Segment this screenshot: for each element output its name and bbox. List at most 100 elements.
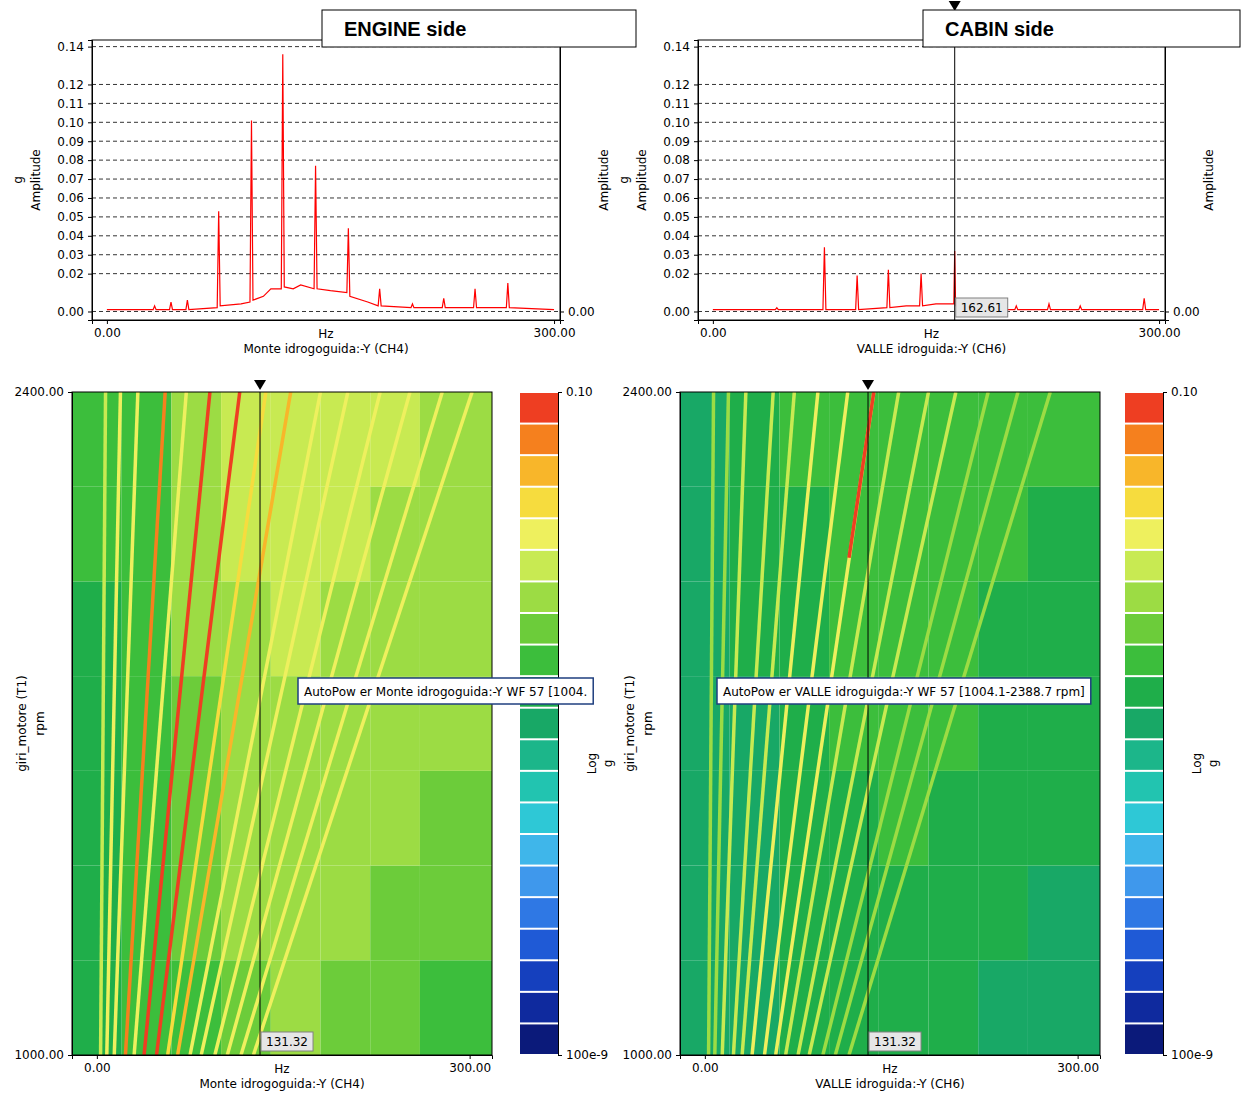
x-unit: Hz [318,327,333,341]
cursor-marker [254,380,266,390]
grid-line [92,235,560,236]
y-axis-tick-label: 0.10 [57,116,84,130]
grid-line [92,141,560,142]
heatmap-cell [929,960,979,1055]
y-axis-tick-label: 0.11 [663,97,690,111]
x-axis-tick-mark [713,320,714,324]
heatmap-cell [680,487,730,582]
x-axis-line [681,1056,1101,1060]
heatmap-cell [72,771,122,866]
annotation-text: AutoPow er VALLE idroguigda:-Y WF 57 [10… [723,685,1085,699]
colorbar-swatch [1125,709,1163,739]
y2-axis-line [1166,41,1170,321]
y-axis-tick-label: 0.08 [663,153,690,167]
cursor-label-box [869,1032,921,1051]
x-axis-tick-label: 300.00 [534,326,576,340]
order-track [752,392,818,1055]
colorbar-swatch [1125,803,1163,833]
colorbar-swatch [1125,614,1163,644]
y2-axis: 0.00 [1165,41,1200,321]
y-axis-tick: 0.06 [57,191,92,205]
x-axis-tick: 0.00 [94,320,121,340]
y-unit: g [11,176,25,184]
order-track [849,392,1050,1055]
colorbar-swatch [520,803,558,833]
y-axis-tick-label: 0.10 [663,116,690,130]
x-axis-tick-mark [1159,320,1160,324]
heatmap-cell [978,960,1028,1055]
grid-line [698,103,1165,104]
y-axis-tick: 0.11 [57,97,92,111]
cursor-line [868,392,869,1055]
order-track [114,392,138,1055]
colorbar-swatch [1125,993,1163,1023]
y-axis-tick-mark [88,84,92,85]
cursor-label: 162.61 [956,298,1008,317]
heatmap-cell [1028,581,1100,676]
order-track [156,392,239,1055]
colorbar-swatch [520,1024,558,1054]
colorbar-swatch [1125,898,1163,928]
y-axis-tick: 0.10 [663,116,698,130]
cursor-value: 131.32 [874,1035,916,1049]
heatmap-cell [730,487,780,582]
x-axis-tick-label: 300.00 [449,1061,491,1075]
y-axis-tick: 0.03 [57,248,92,262]
y-axis-tick-label: 0.08 [57,153,84,167]
heatmap-cell [321,771,371,866]
y-axis-tick: 0.05 [663,210,698,224]
x-axis-tick-label: 300.00 [1057,1061,1099,1075]
colorbar-swatch [520,867,558,897]
x-axis-tick: 300.00 [1057,1055,1099,1075]
y-axis-tick-label: 0.06 [57,191,84,205]
colorbar-axis-line [559,393,563,1056]
colorbar-unit: g [1206,760,1220,768]
colorbar-swatch [520,393,558,423]
colorbar-axis-tick-mark [558,1055,562,1056]
y-axis-tick-label: 0.07 [663,172,690,186]
y-axis-tick-mark [88,236,92,237]
cursor-label-box [261,1032,313,1051]
order-track [144,392,210,1055]
y-axis-tick-mark [694,84,698,85]
x-axis-tick: 300.00 [534,320,576,340]
y-axis-tick: 0.11 [663,97,698,111]
spectrum-line [107,54,554,309]
y-axis-tick-mark [88,103,92,104]
x-axis: 0.00 300.00 [93,320,576,340]
y-axis-tick-label: 0.12 [663,78,690,92]
y-axis-tick-label: 0.05 [57,210,84,224]
order-track [227,392,410,1055]
order-track [101,392,106,1055]
y-axis-tick: 1000.00 [622,1048,680,1062]
colorbar-axis-tick-mark [558,392,562,393]
order-track [709,392,714,1055]
y-axis-tick: 0.00 [57,305,92,319]
order-track [835,392,1018,1055]
x-axis-title: Monte idrogoguida:-Y (CH4) [243,342,408,356]
colorbar-swatch [1125,930,1163,960]
order-track [823,392,988,1055]
order-track [241,392,442,1055]
grid-line [698,254,1165,255]
y-axis-tick: 0.00 [663,305,698,319]
y-axis-tick-label: 1000.00 [622,1048,672,1062]
colorbar-axis: 0.10100e-9 [1163,385,1213,1062]
order-track [776,392,874,1055]
y2-axis-tick-mark [1165,311,1169,312]
heatmap-cell [879,487,929,582]
plot-area [680,392,1100,1055]
cells [680,392,1100,1055]
colorbar-swatch [520,930,558,960]
y-axis-tick-label: 0.09 [57,135,84,149]
y-axis-tick-label: 0.12 [57,78,84,92]
colorbar-swatch [520,961,558,991]
y-axis-tick-mark [694,274,698,275]
title: ENGINE side [344,18,466,40]
colorbar-swatch [520,488,558,518]
colorbar-swatch [1125,677,1163,707]
y-axis-line [676,393,681,1056]
y-axis-tick-mark [694,236,698,237]
colorbar-swatch [1125,740,1163,770]
y-axis-tick: 0.12 [57,78,92,92]
